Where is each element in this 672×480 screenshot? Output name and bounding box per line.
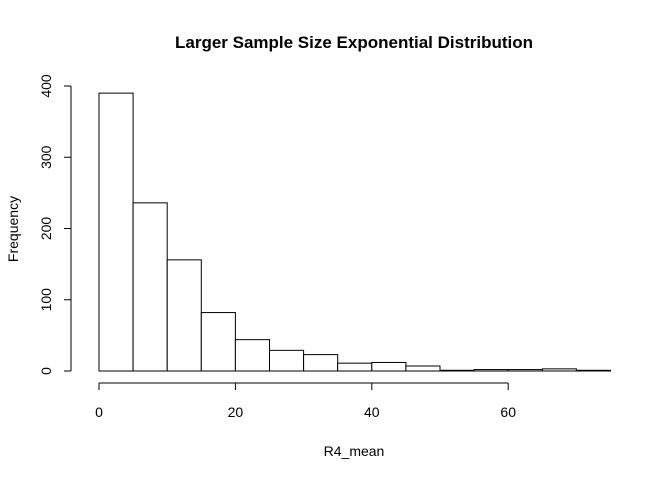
y-tick-label: 400	[38, 74, 54, 98]
y-tick-label: 100	[38, 288, 54, 312]
x-tick-label: 0	[95, 404, 103, 420]
y-tick-label: 300	[38, 145, 54, 169]
histogram-bar	[132, 202, 168, 372]
chart-title: Larger Sample Size Exponential Distribut…	[175, 33, 533, 52]
y-axis: 0 100 200 300 400	[38, 74, 72, 375]
histogram-bar	[439, 369, 475, 372]
histogram-bar	[541, 368, 577, 372]
histogram-bar	[303, 354, 339, 372]
histogram-bar	[575, 369, 612, 372]
y-axis-label: Frequency	[5, 196, 21, 262]
x-tick-label: 40	[364, 404, 380, 420]
histogram-bar	[234, 339, 270, 372]
histogram-bar	[337, 362, 373, 372]
histogram-bar	[371, 361, 407, 372]
histogram-bar	[166, 259, 202, 372]
histogram-bar	[405, 365, 441, 372]
histogram-bar	[269, 349, 305, 372]
y-tick-label: 200	[38, 217, 54, 241]
bars-group	[98, 92, 612, 372]
x-axis: 0 20 40 60	[95, 382, 516, 420]
histogram-bar	[200, 312, 236, 372]
histogram-bar	[507, 369, 543, 372]
y-tick-label: 0	[38, 367, 54, 375]
x-axis-label: R4_mean	[324, 443, 385, 459]
x-tick-label: 60	[500, 404, 516, 420]
x-tick-label: 20	[228, 404, 244, 420]
histogram-bar	[473, 369, 509, 372]
histogram-bar	[98, 92, 134, 372]
